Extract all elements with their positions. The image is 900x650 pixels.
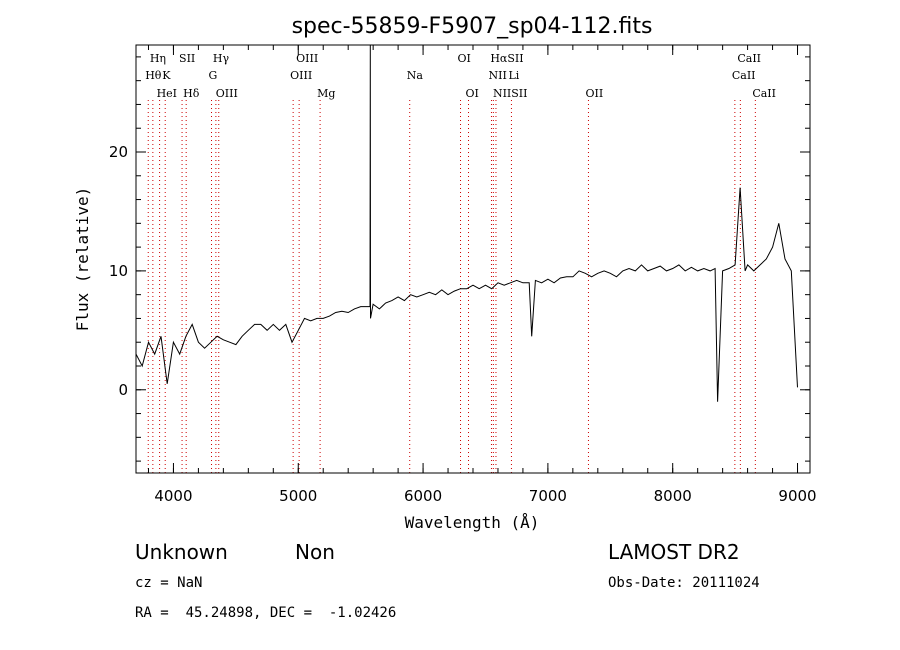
emission-line-label: HeI	[157, 87, 177, 100]
emission-line-label: K	[162, 69, 171, 82]
survey-label: LAMOST DR2	[608, 540, 740, 564]
emission-line-label: G	[209, 69, 218, 82]
emission-line-label: HαSII	[490, 52, 523, 65]
emission-line-label: OI	[466, 87, 479, 100]
x-tick-label: 5000	[279, 487, 317, 505]
emission-line-label: Li	[508, 69, 519, 82]
emission-line-label: Hγ	[213, 52, 230, 65]
class-label: Unknown	[135, 540, 228, 564]
emission-line-label: CaII	[737, 52, 761, 65]
emission-line-label: Hη	[150, 52, 166, 65]
axis-ticks: 4000 5000 6000 7000 8000 9000 0 10 20	[109, 45, 817, 505]
emission-line-label: Hθ	[145, 69, 162, 82]
subclass-label: Non	[295, 540, 335, 564]
emission-line-label: Na	[407, 69, 424, 82]
y-tick-label: 10	[109, 262, 128, 280]
emission-line-label: NII	[488, 69, 506, 82]
cz-value: cz = NaN	[135, 575, 203, 591]
x-tick-label: 7000	[529, 487, 567, 505]
emission-line-label: SII	[179, 52, 195, 65]
emission-line-label: NIISII	[493, 87, 528, 100]
emission-line-label: Hδ	[183, 87, 200, 100]
obs-date: Obs-Date: 20111024	[608, 575, 760, 591]
x-tick-label: 9000	[778, 487, 816, 505]
coordinates: RA = 45.24898, DEC = -1.02426	[135, 605, 397, 621]
emission-line-label: OIII	[296, 52, 318, 65]
x-tick-label: 6000	[404, 487, 442, 505]
chart-title: spec-55859-F5907_sp04-112.fits	[292, 14, 653, 39]
emission-line-labels: Hη SII Hγ OIII OI HαSII CaII Hθ K G OIII Na NII Li CaI…	[145, 52, 776, 100]
emission-line-label: Mg	[317, 87, 335, 100]
y-tick-label: 0	[118, 381, 128, 399]
spectrum-plot: spec-55859-F5907_sp04-112.fits 4000 5000 6…	[73, 14, 817, 532]
emission-line-label: OI	[458, 52, 471, 65]
x-tick-label: 8000	[654, 487, 692, 505]
emission-line-label: OII	[585, 87, 603, 100]
series-layer	[136, 45, 798, 402]
x-axis-label: Wavelength (Å)	[405, 513, 540, 532]
x-tick-label: 4000	[154, 487, 192, 505]
emission-line-label: CaII	[732, 69, 756, 82]
y-tick-label: 20	[109, 143, 128, 161]
emission-line-label: OIII	[290, 69, 312, 82]
emission-line-label: OIII	[216, 87, 238, 100]
y-axis-label: Flux (relative)	[73, 187, 92, 332]
spectrum-line	[136, 45, 798, 402]
emission-line-markers	[147, 100, 756, 473]
plot-frame	[135, 44, 811, 474]
emission-line-label: CaII	[752, 87, 776, 100]
